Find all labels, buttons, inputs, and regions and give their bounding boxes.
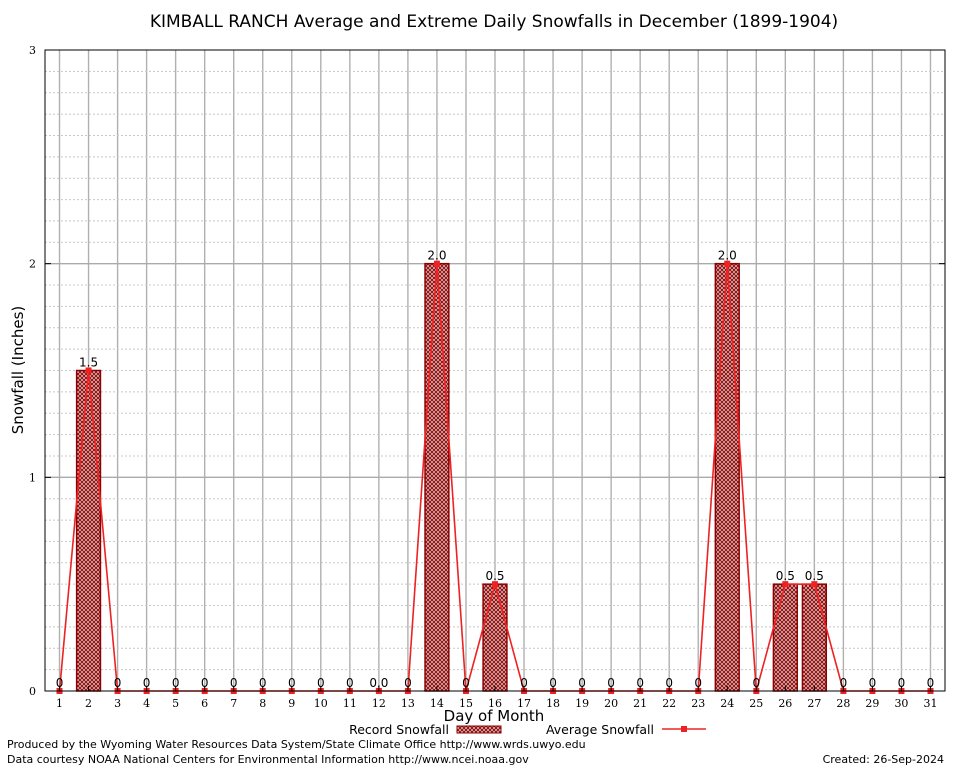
data-label-day-19: 0 bbox=[578, 676, 586, 690]
record-bar-day-24 bbox=[714, 262, 740, 692]
data-label-day-27: 0.5 bbox=[805, 569, 824, 583]
x-tick-label-4: 4 bbox=[143, 697, 150, 710]
data-label-day-29: 0 bbox=[869, 676, 877, 690]
y-tick-label-0: 0 bbox=[29, 685, 36, 698]
data-label-day-23: 0 bbox=[694, 676, 702, 690]
data-label-day-30: 0 bbox=[898, 676, 906, 690]
record-bar-day-27 bbox=[801, 583, 828, 692]
data-label-day-7: 0 bbox=[230, 676, 238, 690]
x-axis-label: Day of Month bbox=[444, 707, 545, 725]
data-label-day-10: 0 bbox=[317, 676, 325, 690]
x-tick-label-23: 23 bbox=[691, 697, 705, 710]
data-label-day-24: 2.0 bbox=[718, 249, 737, 263]
x-tick-label-21: 21 bbox=[633, 697, 647, 710]
data-label-day-16: 0.5 bbox=[485, 569, 504, 583]
x-tick-label-25: 25 bbox=[749, 697, 763, 710]
data-label-day-28: 0 bbox=[840, 676, 848, 690]
x-tick-label-24: 24 bbox=[720, 697, 734, 710]
y-tick-label-2: 2 bbox=[29, 258, 36, 271]
x-tick-label-11: 11 bbox=[343, 697, 357, 710]
x-tick-label-1: 1 bbox=[56, 697, 63, 710]
x-tick-label-26: 26 bbox=[778, 697, 792, 710]
x-tick-label-14: 14 bbox=[430, 697, 444, 710]
legend-record-swatch bbox=[456, 725, 502, 734]
average-point-day-16 bbox=[492, 581, 498, 588]
y-tick-label-1: 1 bbox=[29, 471, 36, 484]
legend-average-marker bbox=[681, 726, 687, 732]
x-tick-label-8: 8 bbox=[259, 697, 266, 710]
x-tick-label-19: 19 bbox=[575, 697, 589, 710]
x-tick-label-28: 28 bbox=[836, 697, 850, 710]
data-label-day-31: 0 bbox=[927, 676, 935, 690]
x-tick-label-10: 10 bbox=[314, 697, 328, 710]
data-label-day-6: 0 bbox=[201, 676, 209, 690]
record-bar-day-2 bbox=[75, 369, 102, 692]
average-point-day-27 bbox=[811, 581, 818, 588]
average-point-day-24 bbox=[724, 260, 731, 267]
data-label-day-11: 0 bbox=[346, 676, 354, 690]
data-label-day-22: 0 bbox=[665, 676, 673, 690]
data-label-day-2: 1.5 bbox=[79, 356, 98, 370]
data-label-day-5: 0 bbox=[172, 676, 180, 690]
y-tick-label-3: 3 bbox=[29, 44, 36, 57]
x-tick-label-2: 2 bbox=[85, 697, 92, 710]
x-tick-label-29: 29 bbox=[865, 697, 879, 710]
x-tick-label-13: 13 bbox=[401, 697, 415, 710]
data-label-day-8: 0 bbox=[259, 676, 267, 690]
footer-data-source: Data courtesy NOAA National Centers for … bbox=[7, 753, 529, 766]
legend-average-label: Average Snowfall bbox=[546, 722, 654, 737]
footer-producer: Produced by the Wyoming Water Resources … bbox=[7, 738, 586, 751]
data-label-day-26: 0.5 bbox=[776, 569, 795, 583]
data-label-day-21: 0 bbox=[636, 676, 644, 690]
x-tick-label-20: 20 bbox=[604, 697, 618, 710]
data-label-day-15: 0 bbox=[462, 676, 470, 690]
data-label-day-14: 2.0 bbox=[427, 249, 446, 263]
data-label-day-1: 0 bbox=[56, 676, 64, 690]
x-tick-label-9: 9 bbox=[288, 697, 295, 710]
average-point-day-14 bbox=[433, 260, 440, 267]
legend: Record Snowfall Average Snowfall bbox=[349, 722, 706, 737]
footer-created: Created: 26-Sep-2024 bbox=[823, 753, 944, 766]
x-tick-label-5: 5 bbox=[172, 697, 179, 710]
x-tick-label-12: 12 bbox=[372, 697, 386, 710]
x-tick-label-15: 15 bbox=[459, 697, 473, 710]
x-tick-label-3: 3 bbox=[114, 697, 121, 710]
data-labels-group: 0 1.5 0 0 0 0 0 0 0 0 0 0.0 0 2.0 0 0.5 0 0 0 0 0 0 0 2.0 0 0.5 0.… bbox=[56, 249, 935, 690]
x-tick-label-6: 6 bbox=[201, 697, 208, 710]
data-label-day-4: 0 bbox=[143, 676, 151, 690]
data-label-day-20: 0 bbox=[607, 676, 615, 690]
chart-title: KIMBALL RANCH Average and Extreme Daily … bbox=[150, 12, 838, 32]
record-bar-day-14 bbox=[424, 262, 450, 692]
legend-record-label: Record Snowfall bbox=[349, 722, 449, 737]
x-tick-label-16: 16 bbox=[488, 697, 502, 710]
data-label-day-18: 0 bbox=[549, 676, 557, 690]
average-point-day-2 bbox=[85, 367, 92, 374]
record-bar-day-26 bbox=[772, 583, 798, 692]
data-label-day-12: 0.0 bbox=[369, 676, 388, 690]
x-tick-labels: 1 2 3 4 5 6 7 8 9 10 11 12 13 14 15 16 17 18 19 20 21 22 23 24 2… bbox=[56, 686, 937, 710]
x-tick-label-22: 22 bbox=[662, 697, 676, 710]
x-tick-label-7: 7 bbox=[230, 697, 237, 710]
x-tick-label-27: 27 bbox=[807, 697, 821, 710]
x-tick-label-18: 18 bbox=[546, 697, 560, 710]
x-tick-label-17: 17 bbox=[517, 697, 531, 710]
x-tick-label-31: 31 bbox=[923, 697, 937, 710]
y-axis-label: Snowfall (Inches) bbox=[9, 306, 27, 434]
data-label-day-9: 0 bbox=[288, 676, 296, 690]
data-label-day-13: 0 bbox=[404, 676, 412, 690]
data-label-day-25: 0 bbox=[752, 676, 760, 690]
data-label-day-17: 0 bbox=[520, 676, 528, 690]
data-label-day-3: 0 bbox=[114, 676, 122, 690]
record-bar-day-16 bbox=[482, 583, 508, 692]
y-tick-labels: 0 1 2 3 bbox=[29, 44, 945, 698]
x-tick-label-30: 30 bbox=[894, 697, 908, 710]
average-point-day-26 bbox=[782, 581, 789, 588]
